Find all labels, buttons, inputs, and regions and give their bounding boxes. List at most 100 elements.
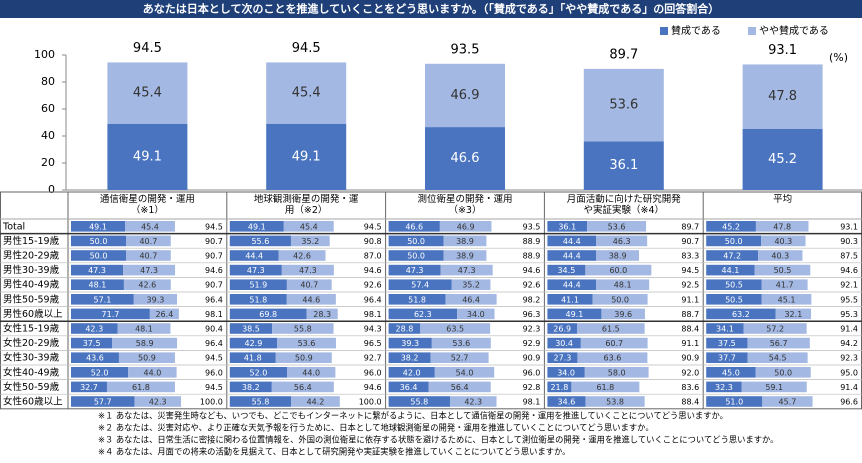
cell-value: 50.0 bbox=[407, 237, 425, 246]
cell-bar-segment bbox=[547, 279, 597, 290]
cell-value: 40.7 bbox=[139, 252, 157, 261]
cell-bar-segment bbox=[388, 264, 441, 276]
cell-value: 55.8 bbox=[294, 325, 312, 334]
cell-bar-segment bbox=[388, 323, 421, 334]
cell-total: 92.5 bbox=[681, 281, 699, 290]
bar-segment bbox=[583, 141, 664, 190]
cell-bar-segment bbox=[291, 396, 340, 407]
cell-value: 51.8 bbox=[408, 295, 426, 304]
cell-value: 41.1 bbox=[561, 295, 579, 304]
cell-bar-segment bbox=[747, 337, 810, 349]
cell-value: 51.8 bbox=[249, 295, 267, 304]
cell-value: 37.7 bbox=[718, 354, 736, 363]
category-label: 地球観測衛星の開発・運用（※2） bbox=[253, 194, 359, 216]
cell-value: 37.5 bbox=[718, 339, 736, 348]
row-label: 女性20-29歳 bbox=[3, 337, 60, 349]
cell-total: 90.7 bbox=[205, 252, 223, 261]
cell-value: 42.3 bbox=[149, 398, 167, 407]
cell-bar-segment bbox=[420, 323, 491, 334]
cell-bar-segment bbox=[428, 381, 491, 393]
cell-total: 96.3 bbox=[523, 310, 541, 319]
cell-value: 56.7 bbox=[770, 339, 788, 348]
cell-bar-segment bbox=[547, 381, 572, 393]
cell-value: 49.1 bbox=[565, 310, 583, 319]
cell-bar-segment bbox=[229, 279, 287, 290]
cell-bar-segment bbox=[440, 264, 493, 276]
cell-value: 53.6 bbox=[298, 339, 316, 348]
cell-value: 45.1 bbox=[778, 295, 796, 304]
legend-label: 賛成である bbox=[671, 24, 721, 37]
bar-segment bbox=[266, 123, 347, 190]
cell-bar-segment bbox=[71, 352, 119, 363]
cell-bar-segment bbox=[706, 352, 748, 363]
cell-value: 47.3 bbox=[88, 266, 106, 275]
cell-bar-segment bbox=[743, 323, 807, 334]
row-label: 男性15-19歳 bbox=[3, 235, 60, 247]
cell-bar-segment bbox=[585, 264, 652, 276]
y-tick-label: 20 bbox=[41, 156, 55, 169]
cell-bar-segment bbox=[229, 367, 287, 378]
cell-value: 48.1 bbox=[135, 325, 153, 334]
y-tick-label: 100 bbox=[34, 48, 55, 61]
cell-value: 50.0 bbox=[407, 252, 425, 261]
cell-bar-segment bbox=[443, 235, 487, 247]
cell-bar-segment bbox=[388, 367, 435, 378]
cell-bar-segment bbox=[71, 235, 126, 247]
cell-value: 38.2 bbox=[242, 383, 260, 392]
cell-value: 50.5 bbox=[725, 281, 743, 290]
cell-bar-segment bbox=[286, 294, 336, 305]
cell-total: 93.5 bbox=[523, 222, 541, 231]
cell-value: 53.6 bbox=[608, 222, 626, 231]
cell-value: 44.4 bbox=[563, 281, 581, 290]
cell-total: 92.8 bbox=[523, 383, 541, 392]
cell-value: 44.0 bbox=[302, 368, 320, 377]
cell-bar-segment bbox=[126, 250, 171, 261]
cell-bar-segment bbox=[601, 308, 645, 320]
cell-value: 63.6 bbox=[604, 354, 622, 363]
cell-total: 90.4 bbox=[205, 325, 223, 334]
cell-value: 36.1 bbox=[558, 222, 576, 231]
cell-value: 32.1 bbox=[784, 310, 802, 319]
cell-bar-segment bbox=[388, 381, 429, 393]
cell-value: 53.8 bbox=[606, 398, 624, 407]
unit-label: (%) bbox=[829, 51, 848, 64]
cell-total: 96.6 bbox=[840, 398, 858, 407]
cell-total: 88.4 bbox=[681, 398, 699, 407]
cell-bar-segment bbox=[229, 396, 292, 407]
bar-value-label: 47.8 bbox=[768, 89, 797, 104]
cell-bar-segment bbox=[596, 279, 650, 290]
cell-value: 39.3 bbox=[401, 339, 419, 348]
cell-bar-segment bbox=[547, 352, 578, 363]
cell-total: 96.4 bbox=[205, 339, 223, 348]
row-label: 男性60歳以上 bbox=[3, 308, 63, 320]
cell-bar-segment bbox=[229, 264, 282, 276]
cell-bar-segment bbox=[547, 396, 586, 407]
bar-value-label: 45.4 bbox=[292, 86, 321, 101]
cell-value: 50.9 bbox=[138, 354, 156, 363]
cell-bar-segment bbox=[577, 352, 648, 363]
bar-value-label: 46.6 bbox=[451, 151, 480, 166]
cell-value: 40.7 bbox=[139, 237, 157, 246]
row-label: 男性40-49歳 bbox=[3, 279, 60, 291]
cell-total: 90.7 bbox=[681, 237, 699, 246]
cell-value: 50.0 bbox=[90, 237, 108, 246]
cell-value: 51.9 bbox=[249, 281, 267, 290]
cell-bar-segment bbox=[388, 308, 458, 320]
header-cell: 通信衛星の開発・運用（※1） bbox=[100, 194, 195, 216]
cell-value: 44.4 bbox=[563, 237, 581, 246]
cell-value: 34.5 bbox=[557, 266, 575, 275]
cell-total: 91.1 bbox=[681, 295, 699, 304]
cell-bar-segment bbox=[762, 396, 813, 407]
cell-bar-segment bbox=[430, 352, 489, 363]
cell-value: 39.3 bbox=[147, 295, 165, 304]
cell-bar-segment bbox=[272, 323, 334, 334]
cell-bar-segment bbox=[271, 381, 334, 393]
cell-bar-segment bbox=[547, 323, 577, 334]
cell-value: 42.9 bbox=[244, 339, 262, 348]
cell-bar-segment bbox=[71, 308, 150, 320]
cell-bar-segment bbox=[449, 396, 497, 407]
cell-value: 52.7 bbox=[451, 354, 469, 363]
cell-value: 34.1 bbox=[716, 325, 734, 334]
cell-value: 28.8 bbox=[396, 325, 414, 334]
